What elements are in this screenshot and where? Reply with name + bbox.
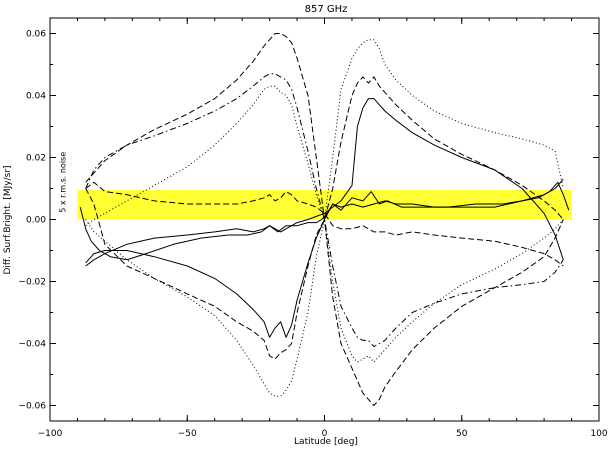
noise-band-label: 5 x r.m.s. noise [58,152,67,213]
y-tick-label: −0.02 [18,278,46,288]
x-axis-label: Latitude [deg] [294,437,358,447]
y-tick-label: 0.06 [26,30,46,40]
chart-title: 857 GHz [305,4,348,15]
noise-band [77,190,572,220]
y-tick-label: 0.04 [26,92,46,102]
y-tick-label: 0.00 [26,216,46,226]
series-line-2 [85,98,564,267]
series-line-6 [85,33,564,406]
x-tick-label: −50 [178,429,197,439]
x-tick-label: 0 [322,429,328,439]
series-line-4 [85,181,564,267]
series-line-8 [85,85,564,363]
y-tick-label: −0.04 [18,340,46,350]
y-axis-label: Diff. Surf.Bright. [MJy/sr] [3,165,13,274]
series-layer [79,33,570,406]
y-tick-label: 0.02 [26,154,46,164]
y-tick-label: −0.06 [18,402,46,412]
x-tick-label: 50 [456,429,468,439]
axes-layer: −100 −50 0 50 100 −0.06 −0.04 −0.02 0.00 0.02 0.04… [18,18,608,439]
x-tick-label: 100 [590,429,607,439]
x-tick-label: −100 [38,429,63,439]
